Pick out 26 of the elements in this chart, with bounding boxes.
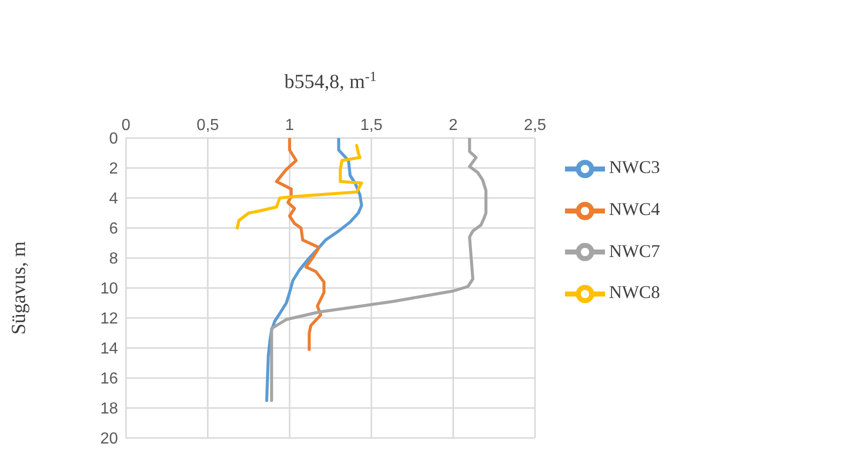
legend-label: NWC3 [609, 156, 660, 177]
y-tick-label: 12 [100, 310, 118, 328]
y-tick-label: 4 [109, 190, 118, 208]
x-tick-label: 1,5 [360, 117, 383, 134]
y-tick-label: 18 [100, 400, 118, 418]
x-tick-label: 2,5 [524, 117, 546, 134]
x-tick-label: 1 [285, 117, 294, 134]
line-series [236, 144, 364, 230]
y-tick-label: 6 [109, 220, 118, 238]
line-series [275, 138, 326, 351]
legend-label: NWC4 [609, 198, 660, 219]
y-tick-label: 14 [100, 340, 118, 358]
x-tick-label: 2 [448, 117, 458, 134]
y-axis-title: Sügavus, m [8, 240, 30, 335]
line-series [270, 138, 488, 402]
x-tick-label: 0,5 [196, 117, 220, 134]
y-tick-label: 16 [100, 370, 118, 388]
y-tick-label: 2 [109, 160, 118, 178]
legend-label: NWC7 [609, 240, 660, 260]
x-tick-label: 0 [122, 117, 131, 134]
x-axis-title: b554,8, m$^{-1}$ [284, 70, 377, 93]
y-tick-label: 0 [109, 130, 118, 148]
y-tick-label: 10 [100, 280, 118, 298]
y-tick-label: 20 [100, 430, 118, 448]
y-tick-label: 8 [109, 250, 118, 268]
legend-label: NWC8 [609, 282, 660, 302]
